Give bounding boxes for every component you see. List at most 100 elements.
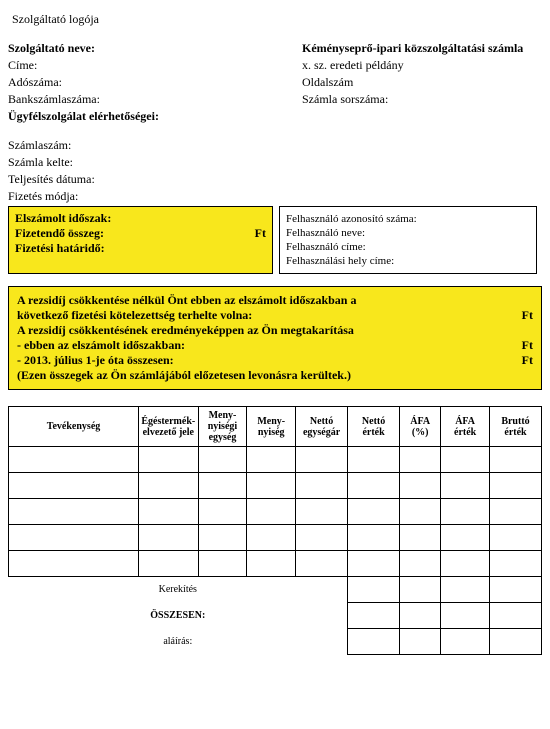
table-cell	[348, 603, 400, 629]
savings-line4: - 2013. július 1-je óta összesen:	[17, 353, 174, 368]
table-cell	[441, 499, 490, 525]
table-cell	[198, 473, 247, 499]
table-cell	[247, 525, 296, 551]
savings-box: A rezsidíj csökkentése nélkül Önt ebben …	[8, 286, 542, 390]
table-cell	[139, 473, 199, 499]
payment-summary-box: Elszámolt időszak: Fizetendő összeg: Ft …	[8, 206, 273, 274]
table-header-cell: Nettó egységár	[296, 407, 348, 447]
table-row	[9, 499, 542, 525]
table-cell	[296, 447, 348, 473]
invoice-serial: Számla sorszáma:	[302, 92, 542, 107]
table-cell	[348, 499, 400, 525]
table-cell	[9, 525, 139, 551]
provider-name-label: Szolgáltató neve:	[8, 41, 302, 56]
table-cell	[441, 629, 490, 655]
usage-place-label: Felhasználási hely címe:	[286, 255, 530, 267]
table-cell	[489, 525, 541, 551]
savings-line1b: következő fizetési kötelezettség terhelt…	[17, 308, 252, 323]
table-cell	[400, 499, 441, 525]
table-cell	[348, 551, 400, 577]
user-info-box: Felhasználó azonosító száma: Felhasználó…	[279, 206, 537, 274]
table-row	[9, 473, 542, 499]
table-cell	[489, 473, 541, 499]
table-cell	[9, 473, 139, 499]
table-cell	[400, 525, 441, 551]
table-cell	[441, 525, 490, 551]
settlement-period-label: Elszámolt időszak:	[15, 211, 111, 226]
table-cell	[247, 499, 296, 525]
header-section: Szolgáltató neve: Címe: Adószáma: Banksz…	[8, 39, 542, 126]
table-cell	[198, 525, 247, 551]
table-row	[9, 551, 542, 577]
table-cell	[139, 499, 199, 525]
table-cell	[348, 473, 400, 499]
table-cell	[489, 629, 541, 655]
table-cell	[441, 577, 490, 603]
table-header-row: TevékenységÉgéstermék-elvezető jeleMeny-…	[9, 407, 542, 447]
table-header-cell: ÁFA érték	[441, 407, 490, 447]
rounding-label: Kerekítés	[9, 577, 348, 603]
table-header-cell: Bruttó érték	[489, 407, 541, 447]
table-cell	[198, 447, 247, 473]
invoice-date-label: Számla kelte:	[8, 155, 542, 170]
rounding-row: Kerekítés	[9, 577, 542, 603]
savings-line5: (Ezen összegek az Ön számlájából előzete…	[17, 368, 533, 383]
table-cell	[400, 629, 441, 655]
table-row	[9, 525, 542, 551]
provider-bank-label: Bankszámlaszáma:	[8, 92, 302, 107]
payment-deadline-label: Fizetési határidő:	[15, 241, 105, 256]
table-cell	[348, 629, 400, 655]
table-header-cell: Meny-nyiségi egység	[198, 407, 247, 447]
table-cell	[348, 577, 400, 603]
table-cell	[247, 473, 296, 499]
summary-user-row: Elszámolt időszak: Fizetendő összeg: Ft …	[8, 206, 542, 274]
total-row: ÖSSZESEN:	[9, 603, 542, 629]
table-cell	[348, 525, 400, 551]
table-header-cell: Égéstermék-elvezető jele	[139, 407, 199, 447]
provider-tax-label: Adószáma:	[8, 75, 302, 90]
provider-contact-label: Ügyfélszolgálat elérhetőségei:	[8, 109, 302, 124]
table-header-cell: Nettó érték	[348, 407, 400, 447]
user-address-label: Felhasználó címe:	[286, 241, 530, 253]
invoice-title: Kéményseprő-ipari közszolgáltatási száml…	[302, 41, 542, 56]
payment-mode-label: Fizetés módja:	[8, 189, 542, 204]
table-cell	[400, 603, 441, 629]
invoice-number-label: Számlaszám:	[8, 138, 542, 153]
savings-unit-2: Ft	[503, 338, 533, 353]
table-cell	[400, 577, 441, 603]
table-cell	[489, 447, 541, 473]
table-cell	[489, 577, 541, 603]
invoice-title-block: Kéményseprő-ipari közszolgáltatási száml…	[302, 39, 542, 126]
table-cell	[489, 551, 541, 577]
table-cell	[296, 525, 348, 551]
table-cell	[489, 499, 541, 525]
table-cell	[441, 447, 490, 473]
table-cell	[9, 499, 139, 525]
table-cell	[198, 551, 247, 577]
performance-date-label: Teljesítés dátuma:	[8, 172, 542, 187]
provider-logo-placeholder: Szolgáltató logója	[12, 12, 542, 27]
total-label: ÖSSZESEN:	[9, 603, 348, 629]
savings-line1a: A rezsidíj csökkentése nélkül Önt ebben …	[17, 293, 533, 308]
savings-line3: - ebben az elszámolt időszakban:	[17, 338, 185, 353]
table-cell	[139, 525, 199, 551]
savings-line2: A rezsidíj csökkentésének eredményeképpe…	[17, 323, 533, 338]
savings-unit-1: Ft	[503, 308, 533, 323]
table-cell	[348, 447, 400, 473]
provider-address-label: Címe:	[8, 58, 302, 73]
table-cell	[247, 447, 296, 473]
table-cell	[9, 447, 139, 473]
table-cell	[139, 447, 199, 473]
invoice-copy: x. sz. eredeti példány	[302, 58, 542, 73]
table-cell	[9, 551, 139, 577]
table-cell	[441, 551, 490, 577]
savings-unit-3: Ft	[503, 353, 533, 368]
table-header-cell: Tevékenység	[9, 407, 139, 447]
invoice-page: Oldalszám	[302, 75, 542, 90]
table-cell	[400, 447, 441, 473]
table-cell	[400, 551, 441, 577]
signature-row: aláírás:	[9, 629, 542, 655]
table-cell	[441, 603, 490, 629]
amount-due-label: Fizetendő összeg:	[15, 226, 104, 241]
table-cell	[247, 551, 296, 577]
